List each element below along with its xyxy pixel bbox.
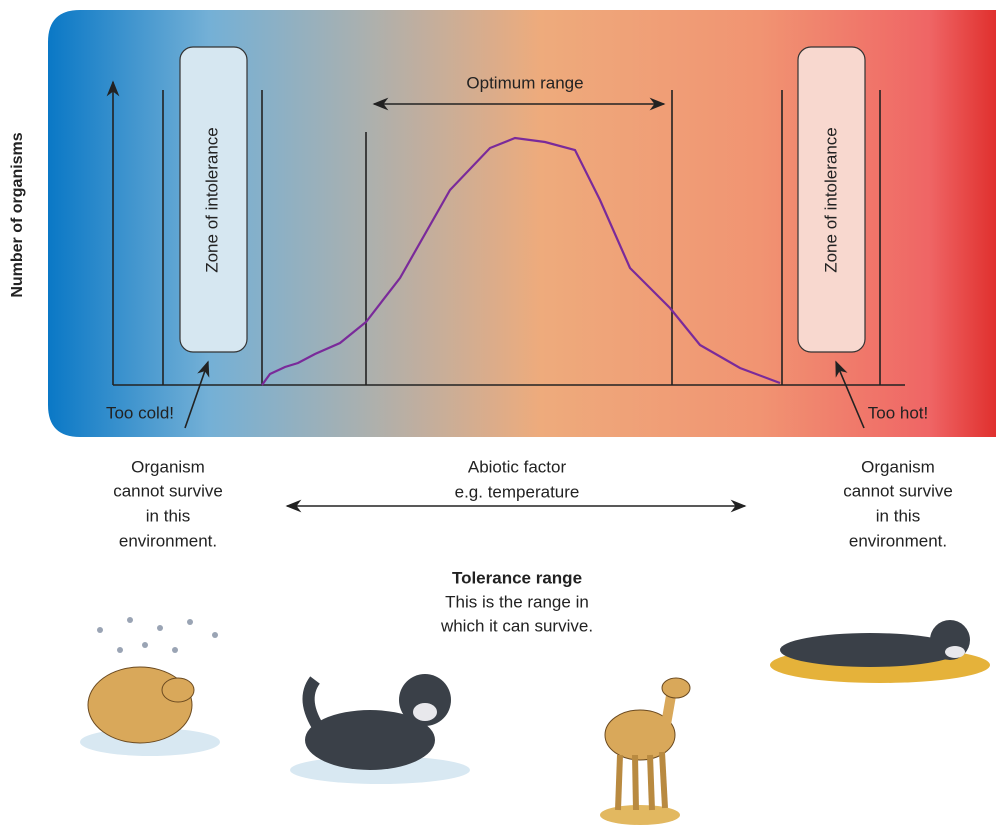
note: Organism cannot survive in this environm… <box>843 457 953 550</box>
zone-label: Zone of intolerance <box>821 127 840 273</box>
optimum-label: Optimum range <box>466 73 583 92</box>
note-line: cannot survive <box>113 481 223 500</box>
note-line: environment. <box>119 531 217 550</box>
y-axis-label: Number of organisms <box>9 132 26 297</box>
tolerance-line: which it can survive. <box>440 616 593 635</box>
tolerance-title: Tolerance range <box>452 568 582 587</box>
background-panel <box>48 10 996 437</box>
note-line: Organism <box>861 457 935 476</box>
camel-illustration <box>600 677 691 825</box>
tolerance-curve <box>261 136 781 386</box>
pointer-arrow <box>835 360 865 429</box>
note-line: Organism <box>131 457 205 476</box>
too-cold-label: Too cold! <box>106 403 174 422</box>
abiotic-label: e.g. temperature <box>455 482 580 501</box>
tolerance-line: This is the range in <box>445 592 589 611</box>
note-line: in this <box>876 506 920 525</box>
cold-camel-illustration <box>80 617 220 756</box>
pointer-arrow <box>184 360 210 429</box>
boundary-lines <box>162 90 881 385</box>
note-line: cannot survive <box>843 481 953 500</box>
abiotic-label: Abiotic factor <box>468 457 567 476</box>
note-line: environment. <box>849 531 947 550</box>
zone-box <box>179 46 248 353</box>
hot-wolf-illustration <box>770 620 990 683</box>
too-hot-label: Too hot! <box>868 403 929 422</box>
zone-box <box>797 46 866 353</box>
wolf-illustration <box>290 674 470 784</box>
note-line: in this <box>146 506 190 525</box>
note: Organism cannot survive in this environm… <box>113 457 223 550</box>
zone-label: Zone of intolerance <box>202 127 221 273</box>
